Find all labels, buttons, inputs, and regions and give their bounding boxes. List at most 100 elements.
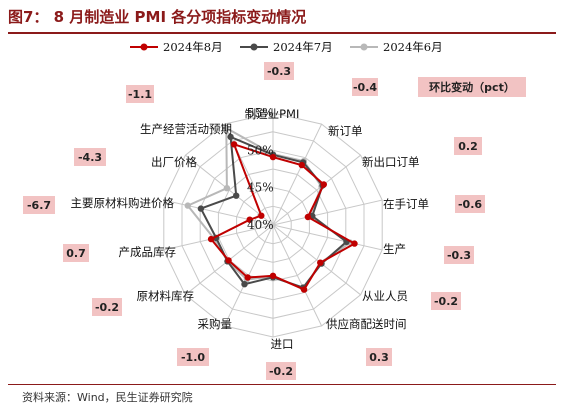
change-box-10: 0.7 xyxy=(63,244,89,262)
change-value-0: -0.3 xyxy=(267,65,291,78)
change-value-11: -6.7 xyxy=(27,199,51,212)
change-value-5: -0.2 xyxy=(434,295,458,308)
change-box-12: -4.3 xyxy=(74,148,106,166)
change-value-2: 0.2 xyxy=(458,140,478,153)
spoke-6 xyxy=(272,224,323,327)
point-2024年8月-新订单 xyxy=(298,161,305,169)
point-2024年8月-生产经营活动预期 xyxy=(230,141,238,148)
change-box-bg-9 xyxy=(92,298,122,316)
legend-item-1: 2024年7月 xyxy=(240,40,333,54)
point-2024年8月-新出口订单 xyxy=(320,181,327,188)
point-2024年7月-生产经营活动预期 xyxy=(227,133,234,141)
change-value-4: -0.3 xyxy=(447,249,471,262)
category-label-7: 进口 xyxy=(271,337,294,351)
category-label-2: 新出口订单 xyxy=(362,155,420,169)
radar-tick-labels: 40% 45% 50% 55% xyxy=(247,106,274,232)
legend-label-0: 2024年8月 xyxy=(163,40,223,54)
footer-rule xyxy=(8,384,556,385)
point-2024年6月-主要原材料购进价格 xyxy=(184,202,191,209)
change-box-11: -6.7 xyxy=(23,196,55,214)
change-value-1: -0.4 xyxy=(353,81,377,94)
change-box-bg-7 xyxy=(266,362,296,380)
change-value-8: -1.0 xyxy=(181,351,205,364)
category-label-4: 生产 xyxy=(383,242,406,256)
change-box-bg-4 xyxy=(444,246,474,264)
change-box-bg-6 xyxy=(366,348,392,366)
tick-label-55: 55% xyxy=(247,106,274,120)
point-2024年8月-产成品库存 xyxy=(207,235,215,243)
change-box-bg-5 xyxy=(431,292,461,310)
point-2024年8月-原材料库存 xyxy=(225,257,232,264)
change-boxes: -0.3 -0.4 0.2 -0.6 -0.3 -0.2 0.3 -0.2 -1.0 -0.2 0.… xyxy=(23,62,526,380)
point-2024年7月-主要原材料购进价格 xyxy=(197,205,205,212)
spoke-2 xyxy=(272,154,361,226)
category-label-0: 制造业PMI xyxy=(245,107,300,121)
change-value-13: -1.1 xyxy=(128,88,152,101)
category-label-8: 采购量 xyxy=(198,317,233,331)
spoke-3 xyxy=(272,199,383,226)
series-layer xyxy=(184,124,358,293)
category-label-12: 出厂价格 xyxy=(151,155,197,169)
legend-item-2: 2024年6月 xyxy=(350,40,443,54)
category-label-13: 生产经营活动预期 xyxy=(140,122,232,136)
change-box-4: -0.3 xyxy=(444,246,474,264)
title-rule xyxy=(8,32,556,34)
point-2024年6月-生产经营活动预期 xyxy=(223,124,230,132)
change-value-10: 0.7 xyxy=(66,247,86,260)
category-label-5: 从业人员 xyxy=(362,289,408,303)
point-2024年8月-从业人员 xyxy=(317,259,324,266)
change-box-0: -0.3 xyxy=(264,62,294,80)
category-label-9: 原材料库存 xyxy=(137,289,195,303)
spoke-5 xyxy=(272,224,361,296)
change-value-12: -4.3 xyxy=(78,151,102,164)
change-box-8: -1.0 xyxy=(177,348,209,366)
point-2024年8月-出厂价格 xyxy=(258,212,265,219)
legend-label-1: 2024年7月 xyxy=(273,40,333,54)
change-value-7: -0.2 xyxy=(269,365,293,378)
change-box-bg-10 xyxy=(63,244,89,262)
source-note: 资料来源：Wind，民生证券研究院 xyxy=(22,391,193,404)
chart-legend: 2024年8月 2024年7月 2024年6月 xyxy=(130,40,443,54)
figure-title: 图7： 8 月制造业 PMI 各分项指标变动情况 xyxy=(8,8,307,26)
change-box-bg-11 xyxy=(23,196,55,214)
tick-label-40: 40% xyxy=(247,218,274,232)
point-2024年8月-生产 xyxy=(351,240,358,247)
point-2024年8月-制造业PMI xyxy=(269,153,277,161)
legend-item-0: 2024年8月 xyxy=(130,40,223,54)
tick-label-45: 45% xyxy=(247,181,274,195)
change-value-6: 0.3 xyxy=(369,351,389,364)
change-box-bg-12 xyxy=(74,148,106,166)
change-box-bg-0 xyxy=(264,62,294,80)
change-box-bg-8 xyxy=(177,348,209,366)
spoke-4 xyxy=(272,224,383,251)
change-value-3: -0.6 xyxy=(458,198,482,211)
change-box-13: -1.1 xyxy=(126,85,154,103)
category-label-10: 产成品库存 xyxy=(119,245,177,259)
legend-label-2: 2024年6月 xyxy=(383,40,443,54)
change-legend-bg xyxy=(418,77,526,97)
point-2024年7月-出厂价格 xyxy=(233,192,240,199)
change-box-5: -0.2 xyxy=(431,292,461,310)
spoke-11 xyxy=(163,199,274,226)
change-box-bg-3 xyxy=(455,195,485,213)
point-2024年8月-供应商配送时间 xyxy=(300,286,308,293)
spoke-13 xyxy=(223,123,274,226)
change-box-2: 0.2 xyxy=(454,137,482,155)
change-value-9: -0.2 xyxy=(95,301,119,314)
change-legend-label: 环比变动（pct） xyxy=(429,80,515,94)
legend-swatch-dot-1 xyxy=(250,43,258,51)
point-2024年7月-采购量 xyxy=(241,281,248,288)
legend-swatch-dot-0 xyxy=(140,43,148,51)
change-box-bg-1 xyxy=(352,78,378,96)
series-2024年8月 xyxy=(207,141,358,293)
category-label-6: 供应商配送时间 xyxy=(326,317,407,331)
change-legend-box: 环比变动（pct） xyxy=(418,77,526,97)
legend-swatch-dot-2 xyxy=(360,43,368,51)
point-2024年8月-采购量 xyxy=(244,274,251,281)
point-2024年8月-在手订单 xyxy=(304,213,312,221)
change-box-1: -0.4 xyxy=(352,78,378,96)
point-2024年8月-主要原材料购进价格 xyxy=(246,216,253,223)
change-box-9: -0.2 xyxy=(92,298,122,316)
